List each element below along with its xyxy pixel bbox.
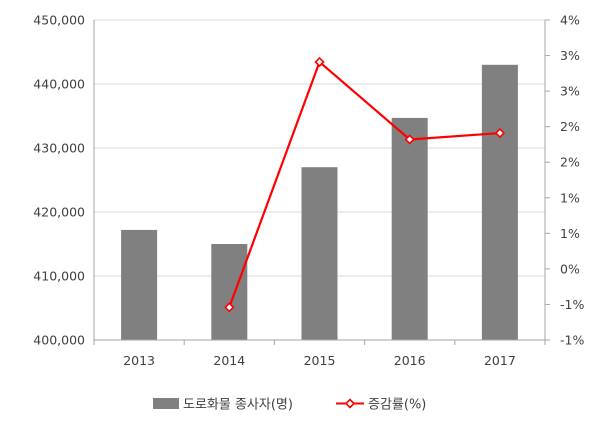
right-tick-label: 2%	[560, 119, 580, 134]
line-point	[404, 134, 415, 145]
line-point	[224, 302, 235, 313]
left-tick-label: 410,000	[33, 269, 85, 284]
right-tick-label: 2%	[560, 155, 580, 170]
left-tick-label: 430,000	[33, 141, 85, 156]
line-point	[494, 127, 506, 139]
right-tick-label: -1%	[560, 333, 584, 348]
x-tick-label: 2016	[394, 353, 426, 368]
left-tick-label: 450,000	[33, 13, 85, 28]
bar	[121, 229, 158, 340]
growth-rate-line	[228, 60, 500, 308]
right-tick-label: 0%	[560, 261, 580, 276]
legend-bar-swatch	[153, 398, 179, 409]
bar	[391, 117, 428, 340]
line-point	[314, 56, 325, 68]
axes	[93, 19, 550, 345]
legend: 도로화물 종사자(명) 증감률(%)	[153, 398, 426, 413]
right-tick-label: 3%	[560, 84, 580, 99]
x-tick-label: 2015	[304, 353, 336, 368]
bar	[211, 244, 248, 340]
legend-line-label: 증감률(%)	[368, 398, 426, 413]
legend-bar-label: 도로화물 종사자(명)	[183, 398, 293, 413]
right-tick-label: 4%	[560, 13, 580, 28]
right-tick-label: 3%	[560, 48, 580, 63]
legend-line-marker	[344, 398, 356, 409]
gridlines	[94, 19, 545, 277]
x-tick-label: 2013	[123, 353, 155, 368]
right-axis-ticks: -1% -1% 0% 1% 1% 2% 2% 3% 3% 4%	[560, 13, 584, 348]
right-tick-label: -1%	[560, 297, 584, 312]
bar-series	[121, 64, 518, 341]
x-tick-label: 2014	[213, 353, 245, 368]
right-tick-label: 1%	[560, 190, 580, 205]
bar	[301, 167, 338, 340]
x-axis-ticks: 2013 2014 2015 2016 2017	[123, 353, 516, 368]
bar	[481, 64, 518, 341]
line-series	[224, 56, 506, 313]
left-tick-label: 420,000	[33, 205, 85, 220]
x-tick-label: 2017	[484, 353, 516, 368]
left-axis-ticks: 400,000 410,000 420,000 430,000 440,000 450,0…	[33, 13, 85, 348]
left-tick-label: 440,000	[33, 77, 85, 92]
left-tick-label: 400,000	[33, 333, 85, 348]
right-tick-label: 1%	[560, 226, 580, 241]
